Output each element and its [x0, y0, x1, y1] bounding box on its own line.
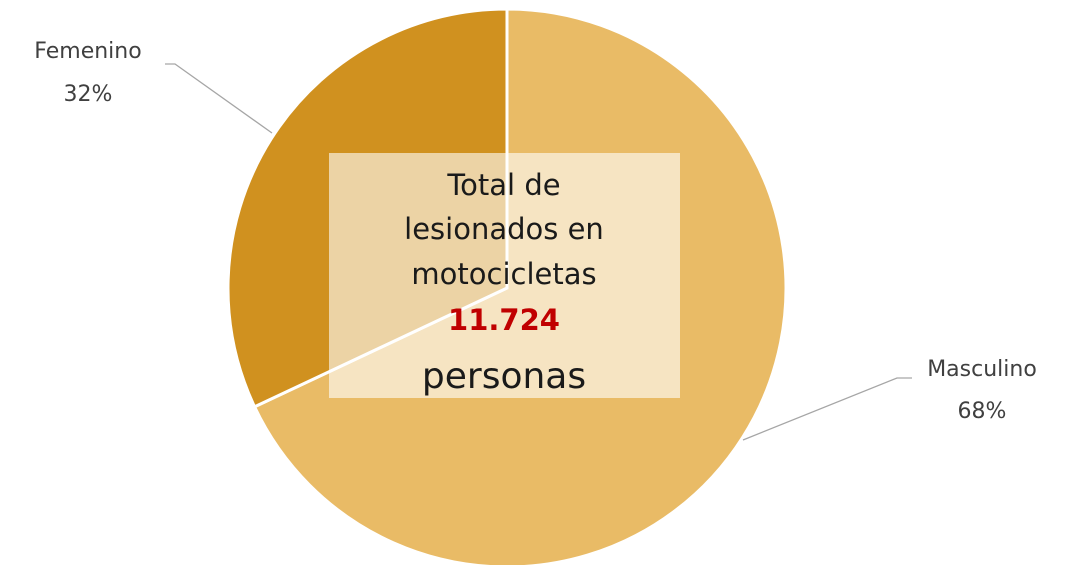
center-text: Total de — [446, 168, 560, 202]
center-text: personas — [422, 356, 586, 397]
center-text: motocicletas — [411, 257, 596, 291]
data-label: 32% — [64, 82, 113, 107]
center-text: 11.724 — [448, 303, 560, 337]
category-label: Masculino — [927, 357, 1037, 382]
leader-line — [742, 377, 912, 441]
leader-line — [165, 63, 273, 134]
category-label: Femenino — [34, 39, 141, 64]
data-label: 68% — [958, 399, 1007, 424]
center-text: lesionados en — [404, 212, 604, 246]
center-box — [329, 153, 680, 398]
